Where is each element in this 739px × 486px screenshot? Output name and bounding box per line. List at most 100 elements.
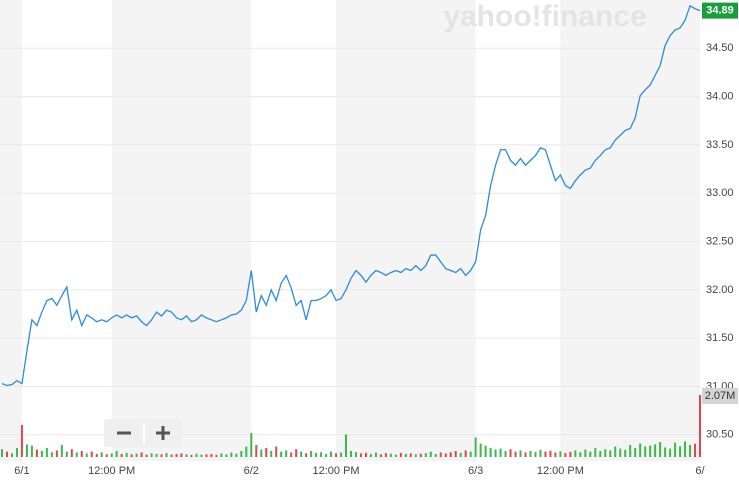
session-band: [111, 0, 252, 461]
zoom-controls[interactable]: [104, 419, 182, 447]
volume-bar: [50, 452, 53, 457]
volume-bar: [414, 454, 417, 457]
volume-bar: [359, 453, 362, 457]
volume-bar: [579, 452, 582, 457]
volume-bar: [444, 453, 447, 457]
volume-bar: [524, 452, 527, 457]
volume-bar: [105, 454, 108, 457]
volume-bar: [85, 453, 88, 457]
volume-bar: [594, 448, 597, 457]
volume-bar: [424, 453, 427, 457]
volume-bar: [384, 453, 387, 457]
volume-bar: [20, 424, 23, 457]
volume-bar: [459, 452, 462, 457]
volume-bar: [5, 451, 8, 457]
volume-bar: [559, 451, 562, 457]
volume-bar: [614, 446, 617, 457]
volume-bar: [699, 395, 701, 457]
volume-bar: [130, 454, 133, 457]
volume-bar: [275, 446, 278, 457]
volume-bar: [409, 453, 412, 457]
volume-bar: [15, 448, 18, 457]
session-band: [0, 0, 22, 461]
volume-bar: [434, 454, 437, 457]
volume-bar: [519, 450, 522, 457]
volume-bar: [155, 454, 158, 457]
volume-bar: [320, 452, 323, 457]
volume-bar: [554, 452, 557, 457]
volume-bar: [135, 453, 138, 457]
volume-bar: [215, 454, 218, 457]
y-tick-label: 32.00: [706, 284, 734, 296]
volume-bar: [80, 451, 83, 457]
volume-bar: [45, 448, 48, 457]
volume-bar: [70, 449, 73, 457]
volume-bar: [65, 451, 68, 457]
x-tick-label: 12:00 PM: [537, 465, 584, 477]
volume-bar: [210, 454, 213, 457]
volume-bar: [599, 451, 602, 457]
volume-bar: [639, 443, 642, 457]
volume-bar: [160, 454, 163, 457]
volume-bar: [250, 433, 253, 457]
volume-bar: [245, 446, 248, 457]
volume-bar: [150, 453, 153, 457]
volume-bar: [654, 444, 657, 457]
volume-bar: [175, 454, 178, 457]
y-tick-label: 32.50: [706, 235, 734, 247]
volume-bar: [609, 450, 612, 457]
x-tick-label: 12:00 PM: [312, 465, 359, 477]
y-tick-label: 33.50: [706, 139, 734, 151]
y-tick-label: 30.50: [706, 429, 734, 441]
session-bands: [0, 0, 700, 461]
volume-bar: [40, 451, 43, 457]
volume-bar: [260, 449, 263, 457]
volume-bar: [604, 449, 607, 457]
x-tick-label: 6/: [695, 465, 705, 477]
volume-bar: [195, 453, 198, 457]
volume-bar: [394, 454, 397, 457]
volume-bar: [504, 451, 507, 457]
volume-bar: [220, 453, 223, 457]
volume-bar: [689, 445, 692, 457]
volume-bar: [589, 451, 592, 457]
y-tick-label: 34.50: [706, 42, 734, 54]
volume-bar: [145, 454, 148, 457]
price-label: 34.89: [706, 5, 734, 17]
volume-bar: [514, 451, 517, 457]
volume-bar: [574, 450, 577, 457]
volume-bar: [449, 452, 452, 457]
volume-bar: [469, 451, 472, 457]
volume-bar: [399, 452, 402, 457]
volume-bar: [664, 447, 667, 457]
volume-bar: [10, 453, 13, 457]
volume-bar: [564, 453, 567, 457]
volume-bar: [295, 449, 298, 457]
volume-bar: [619, 448, 622, 457]
volume-bar: [30, 445, 33, 457]
volume-bar: [379, 454, 382, 457]
volume-bar: [235, 453, 238, 457]
volume-bar: [170, 454, 173, 457]
volume-bar: [100, 452, 103, 457]
volume-bar: [75, 452, 78, 457]
volume-bar: [419, 453, 422, 457]
x-tick-label: 6/3: [468, 465, 483, 477]
volume-bar: [374, 452, 377, 457]
volume-bar: [280, 451, 283, 457]
volume-bar: [290, 452, 293, 457]
volume-bar: [300, 451, 303, 457]
volume-bar: [240, 451, 243, 457]
volume-bar: [534, 452, 537, 457]
volume-bar: [1, 449, 3, 457]
volume-bar: [644, 446, 647, 457]
session-band: [336, 0, 476, 461]
volume-bar: [270, 451, 273, 457]
y-tick-label: 34.00: [706, 91, 734, 103]
volume-bar: [684, 441, 687, 457]
volume-bar: [25, 444, 28, 457]
volume-bar: [584, 449, 587, 457]
volume-bar: [484, 445, 487, 457]
volume-bar: [95, 454, 98, 457]
